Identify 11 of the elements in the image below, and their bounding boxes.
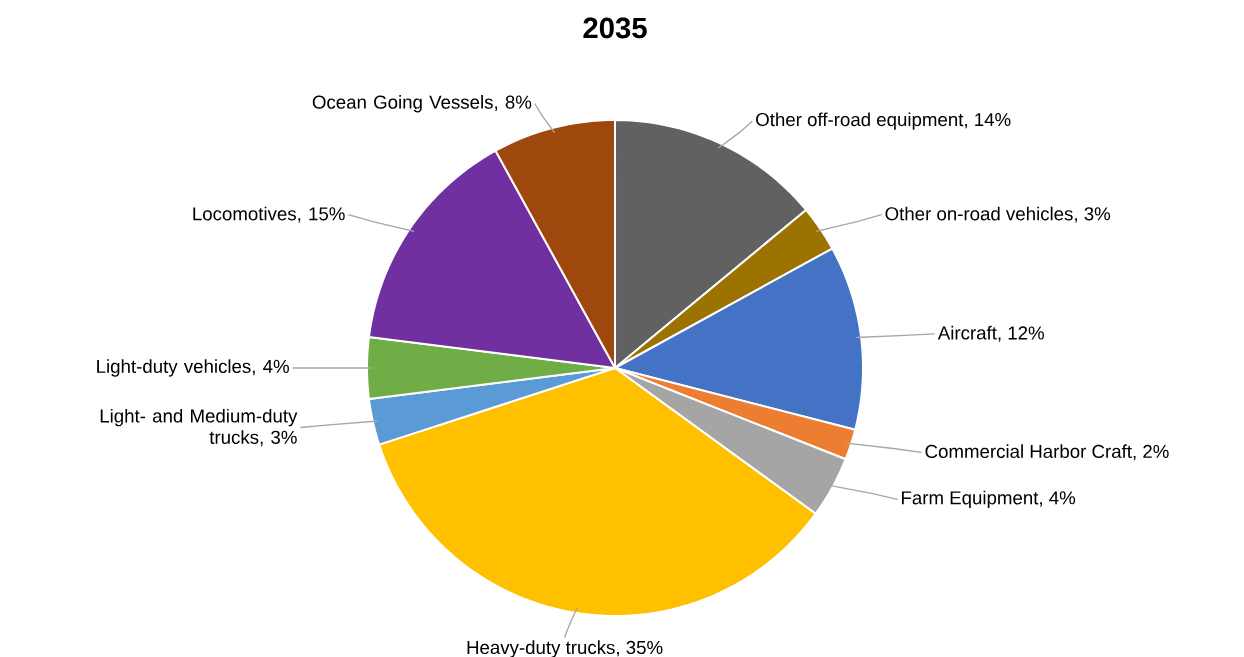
- slice-label: Light-duty vehicles, 4%: [97, 359, 289, 377]
- slice-label: Farm Equipment, 4%: [901, 490, 1076, 509]
- slice-label: Ocean Going Vessels, 8%: [312, 95, 532, 113]
- slice-label: Light- and Medium-duty trucks, 3%: [100, 408, 298, 447]
- chart-title: 2035: [583, 17, 647, 39]
- slice-label: Commercial Harbor Craft, 2%: [925, 444, 1169, 461]
- slice-label: Locomotives, 15%: [193, 206, 345, 223]
- slice-label: Other on-road vehicles, 3%: [885, 206, 1111, 223]
- slice-label: Heavy-duty trucks, 35%: [467, 640, 663, 657]
- slice-label: Aircraft, 12%: [937, 325, 1044, 342]
- slice-label: Other off-road equipment, 14%: [756, 112, 1011, 130]
